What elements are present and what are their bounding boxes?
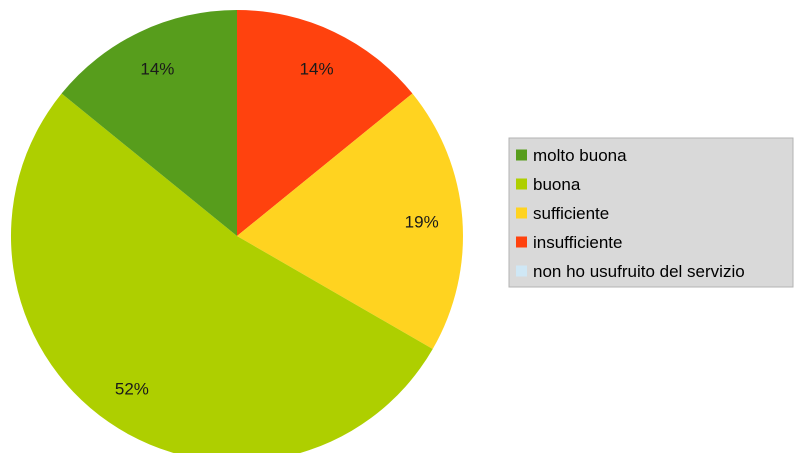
- slice-value-label: 52%: [115, 380, 149, 399]
- legend-swatch: [516, 149, 527, 161]
- pie-slice-insufficiente: [237, 10, 413, 236]
- pie-slice-molto-buona: [61, 10, 238, 236]
- legend-box: [508, 137, 794, 288]
- slice-value-label: 14%: [300, 60, 334, 79]
- legend-swatch: [516, 236, 527, 248]
- slice-value-label: 14%: [140, 60, 174, 79]
- legend-label: insufficiente: [533, 233, 622, 252]
- pie-slice-sufficiente: [237, 93, 463, 349]
- pie-slices: [11, 10, 463, 453]
- pie-slice-buona: [11, 93, 433, 453]
- legend-swatch: [516, 265, 527, 277]
- legend-label: non ho usufruito del servizio: [533, 262, 745, 281]
- legend-swatch: [516, 207, 527, 219]
- legend: molto buona buona sufficiente insufficiente…: [508, 137, 794, 288]
- slice-value-label: 19%: [405, 212, 439, 231]
- legend-label: sufficiente: [533, 204, 609, 223]
- legend-label: buona: [533, 175, 581, 194]
- legend-swatch: [516, 178, 527, 190]
- pie-slice-labels: 14% 19% 52% 14%: [115, 60, 439, 399]
- legend-label: molto buona: [533, 146, 627, 165]
